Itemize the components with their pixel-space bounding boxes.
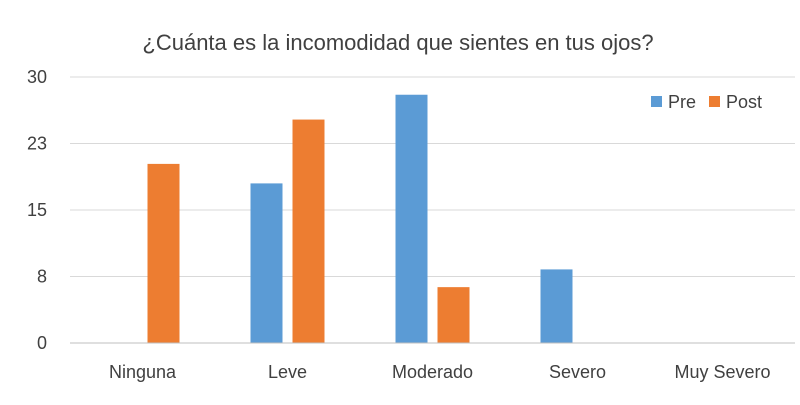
bar-pre-moderado [395,94,428,343]
bar-pre-severo [540,269,573,343]
bar-post-ninguna [147,163,180,343]
gridlines [70,76,795,277]
y-tick-label: 8 [37,267,47,287]
y-tick-label: 0 [37,333,47,353]
chart-title: ¿Cuánta es la incomodidad que sientes en… [142,30,653,55]
x-tick-label: Moderado [392,362,473,382]
y-axis-ticks: 0 8 15 23 30 [27,67,47,353]
legend-label-post: Post [726,92,762,112]
legend-swatch-post [709,96,720,107]
bars [147,94,573,343]
bar-pre-leve [250,183,283,343]
legend: Pre Post [651,92,762,112]
x-axis-ticks: Ninguna Leve Moderado Severo Muy Severo [109,362,771,382]
legend-label-pre: Pre [668,92,696,112]
x-tick-label: Ninguna [109,362,177,382]
bar-post-moderado [437,287,470,343]
x-tick-label: Leve [268,362,307,382]
y-tick-label: 30 [27,67,47,87]
y-tick-label: 15 [27,200,47,220]
x-tick-label: Muy Severo [674,362,770,382]
bar-post-leve [292,119,325,343]
legend-swatch-pre [651,96,662,107]
y-tick-label: 23 [27,134,47,154]
x-tick-label: Severo [549,362,606,382]
